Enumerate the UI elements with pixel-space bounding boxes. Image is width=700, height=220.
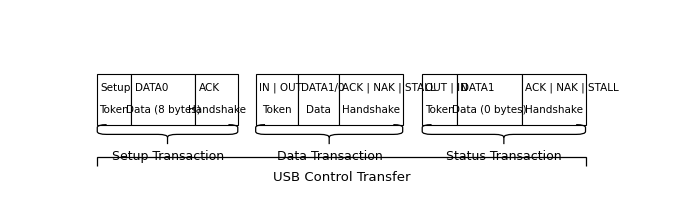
Text: USB Control Transfer: USB Control Transfer xyxy=(272,171,410,184)
Text: DATA0: DATA0 xyxy=(134,83,168,93)
Text: ACK: ACK xyxy=(199,83,220,93)
Text: Handshake: Handshake xyxy=(342,105,400,116)
Bar xyxy=(132,74,195,125)
Text: ACK | NAK | STALL: ACK | NAK | STALL xyxy=(525,83,619,93)
Bar xyxy=(522,74,585,125)
Text: Status Transaction: Status Transaction xyxy=(447,150,562,163)
Text: Data (0 bytes): Data (0 bytes) xyxy=(452,105,527,116)
Text: ACK | NAK | STALL: ACK | NAK | STALL xyxy=(342,83,435,93)
Text: Handshake: Handshake xyxy=(188,105,246,116)
Text: DATA1: DATA1 xyxy=(461,83,494,93)
Text: Handshake: Handshake xyxy=(524,105,582,116)
Text: Token: Token xyxy=(262,105,292,116)
Text: Setup Transaction: Setup Transaction xyxy=(112,150,224,163)
Bar xyxy=(195,74,238,125)
Text: Data Transaction: Data Transaction xyxy=(276,150,382,163)
Text: Token: Token xyxy=(99,105,130,116)
Text: IN | OUT: IN | OUT xyxy=(259,83,302,93)
Text: DATA1/0: DATA1/0 xyxy=(301,83,344,93)
Bar xyxy=(97,74,132,125)
Text: Data: Data xyxy=(306,105,331,116)
Text: Setup: Setup xyxy=(101,83,131,93)
Bar xyxy=(339,74,402,125)
Text: OUT | IN: OUT | IN xyxy=(426,83,468,93)
Bar xyxy=(298,74,339,125)
Text: Token: Token xyxy=(425,105,455,116)
Text: Data (8 bytes): Data (8 bytes) xyxy=(126,105,201,116)
Bar xyxy=(458,74,522,125)
Bar xyxy=(256,74,298,125)
Bar xyxy=(422,74,458,125)
